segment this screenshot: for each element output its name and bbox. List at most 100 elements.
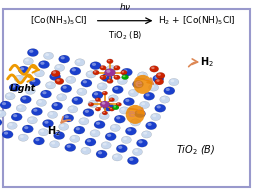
Circle shape [96, 150, 107, 158]
Circle shape [81, 147, 91, 154]
Circle shape [145, 93, 150, 96]
Circle shape [36, 71, 40, 74]
Circle shape [103, 112, 105, 113]
Circle shape [136, 111, 141, 114]
Text: [Co(NH$_3$)$_5$Cl]: [Co(NH$_3$)$_5$Cl] [30, 15, 88, 27]
Circle shape [16, 76, 20, 79]
Circle shape [132, 120, 136, 123]
Circle shape [18, 66, 29, 74]
Circle shape [9, 123, 13, 126]
Circle shape [96, 98, 98, 100]
Circle shape [69, 107, 73, 110]
Circle shape [60, 124, 64, 127]
Circle shape [52, 71, 56, 74]
Circle shape [20, 67, 24, 70]
Circle shape [25, 87, 35, 94]
Circle shape [134, 81, 138, 84]
Circle shape [95, 107, 101, 111]
Circle shape [112, 125, 116, 128]
Circle shape [108, 79, 110, 81]
Circle shape [22, 125, 33, 133]
Circle shape [139, 73, 143, 76]
Circle shape [108, 60, 110, 61]
Circle shape [121, 108, 125, 111]
Circle shape [44, 121, 49, 124]
Circle shape [101, 74, 112, 82]
Text: e$^-$: e$^-$ [127, 109, 144, 120]
Circle shape [85, 138, 96, 146]
Circle shape [140, 101, 150, 109]
Circle shape [115, 66, 117, 68]
Circle shape [85, 110, 89, 113]
Circle shape [148, 84, 159, 91]
Circle shape [0, 110, 6, 117]
Circle shape [123, 75, 125, 77]
Circle shape [7, 122, 17, 129]
Circle shape [11, 85, 15, 88]
Circle shape [142, 131, 152, 138]
Circle shape [25, 59, 29, 61]
Circle shape [150, 66, 159, 72]
Circle shape [29, 78, 40, 86]
Circle shape [169, 78, 179, 86]
Circle shape [40, 62, 45, 65]
Circle shape [122, 71, 124, 73]
Circle shape [125, 99, 130, 102]
Circle shape [146, 122, 157, 130]
Circle shape [107, 134, 111, 137]
Circle shape [38, 129, 49, 136]
Circle shape [83, 109, 94, 117]
Circle shape [87, 139, 91, 142]
Circle shape [97, 83, 107, 90]
Circle shape [107, 59, 113, 64]
Circle shape [86, 71, 96, 78]
Circle shape [42, 119, 54, 128]
Circle shape [144, 92, 155, 100]
Circle shape [33, 137, 45, 145]
Circle shape [103, 75, 107, 78]
Circle shape [74, 126, 85, 134]
Circle shape [112, 154, 122, 161]
Circle shape [51, 102, 63, 110]
Circle shape [11, 113, 22, 121]
Circle shape [100, 75, 106, 80]
Circle shape [2, 130, 13, 138]
Circle shape [90, 62, 101, 70]
Circle shape [0, 119, 2, 126]
Circle shape [27, 117, 37, 124]
Circle shape [98, 151, 102, 154]
Circle shape [38, 100, 42, 103]
Text: H$_2$: H$_2$ [47, 124, 61, 138]
Circle shape [130, 119, 141, 126]
Text: e$^-$: e$^-$ [134, 79, 151, 90]
Circle shape [33, 109, 37, 112]
Circle shape [67, 77, 71, 80]
Circle shape [132, 80, 144, 88]
Circle shape [49, 112, 53, 115]
Circle shape [76, 127, 80, 130]
Circle shape [79, 118, 89, 125]
Circle shape [54, 103, 58, 106]
Circle shape [24, 126, 28, 129]
Circle shape [157, 73, 161, 76]
Circle shape [109, 98, 115, 102]
Circle shape [123, 69, 127, 72]
Circle shape [102, 111, 108, 115]
Circle shape [62, 86, 67, 89]
Circle shape [132, 148, 143, 156]
Circle shape [117, 77, 127, 84]
Circle shape [138, 140, 143, 143]
Circle shape [129, 158, 133, 161]
Circle shape [153, 75, 164, 83]
Circle shape [121, 70, 127, 75]
Circle shape [114, 75, 120, 80]
Circle shape [71, 136, 75, 139]
Circle shape [13, 114, 17, 117]
Circle shape [40, 130, 44, 132]
Circle shape [68, 106, 78, 113]
Circle shape [170, 80, 174, 82]
Circle shape [150, 85, 154, 88]
Circle shape [101, 142, 111, 149]
Circle shape [166, 88, 170, 91]
Circle shape [66, 76, 76, 84]
